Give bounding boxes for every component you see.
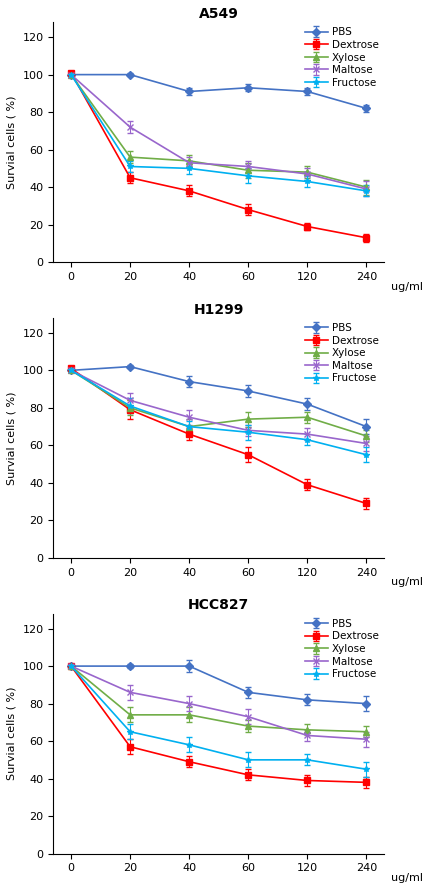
Text: ug/ml: ug/ml (391, 873, 423, 883)
Title: H1299: H1299 (194, 303, 244, 317)
Text: ug/ml: ug/ml (391, 281, 423, 292)
Text: ug/ml: ug/ml (391, 578, 423, 587)
Title: A549: A549 (199, 7, 239, 21)
Y-axis label: Survial cells ( %): Survial cells ( %) (7, 687, 17, 781)
Y-axis label: Survial cells ( %): Survial cells ( %) (7, 95, 17, 189)
Title: HCC827: HCC827 (188, 598, 249, 612)
Legend: PBS, Dextrose, Xylose, Maltose, Fructose: PBS, Dextrose, Xylose, Maltose, Fructose (303, 617, 381, 682)
Y-axis label: Survial cells ( %): Survial cells ( %) (7, 391, 17, 485)
Legend: PBS, Dextrose, Xylose, Maltose, Fructose: PBS, Dextrose, Xylose, Maltose, Fructose (303, 321, 381, 385)
Legend: PBS, Dextrose, Xylose, Maltose, Fructose: PBS, Dextrose, Xylose, Maltose, Fructose (303, 25, 381, 90)
